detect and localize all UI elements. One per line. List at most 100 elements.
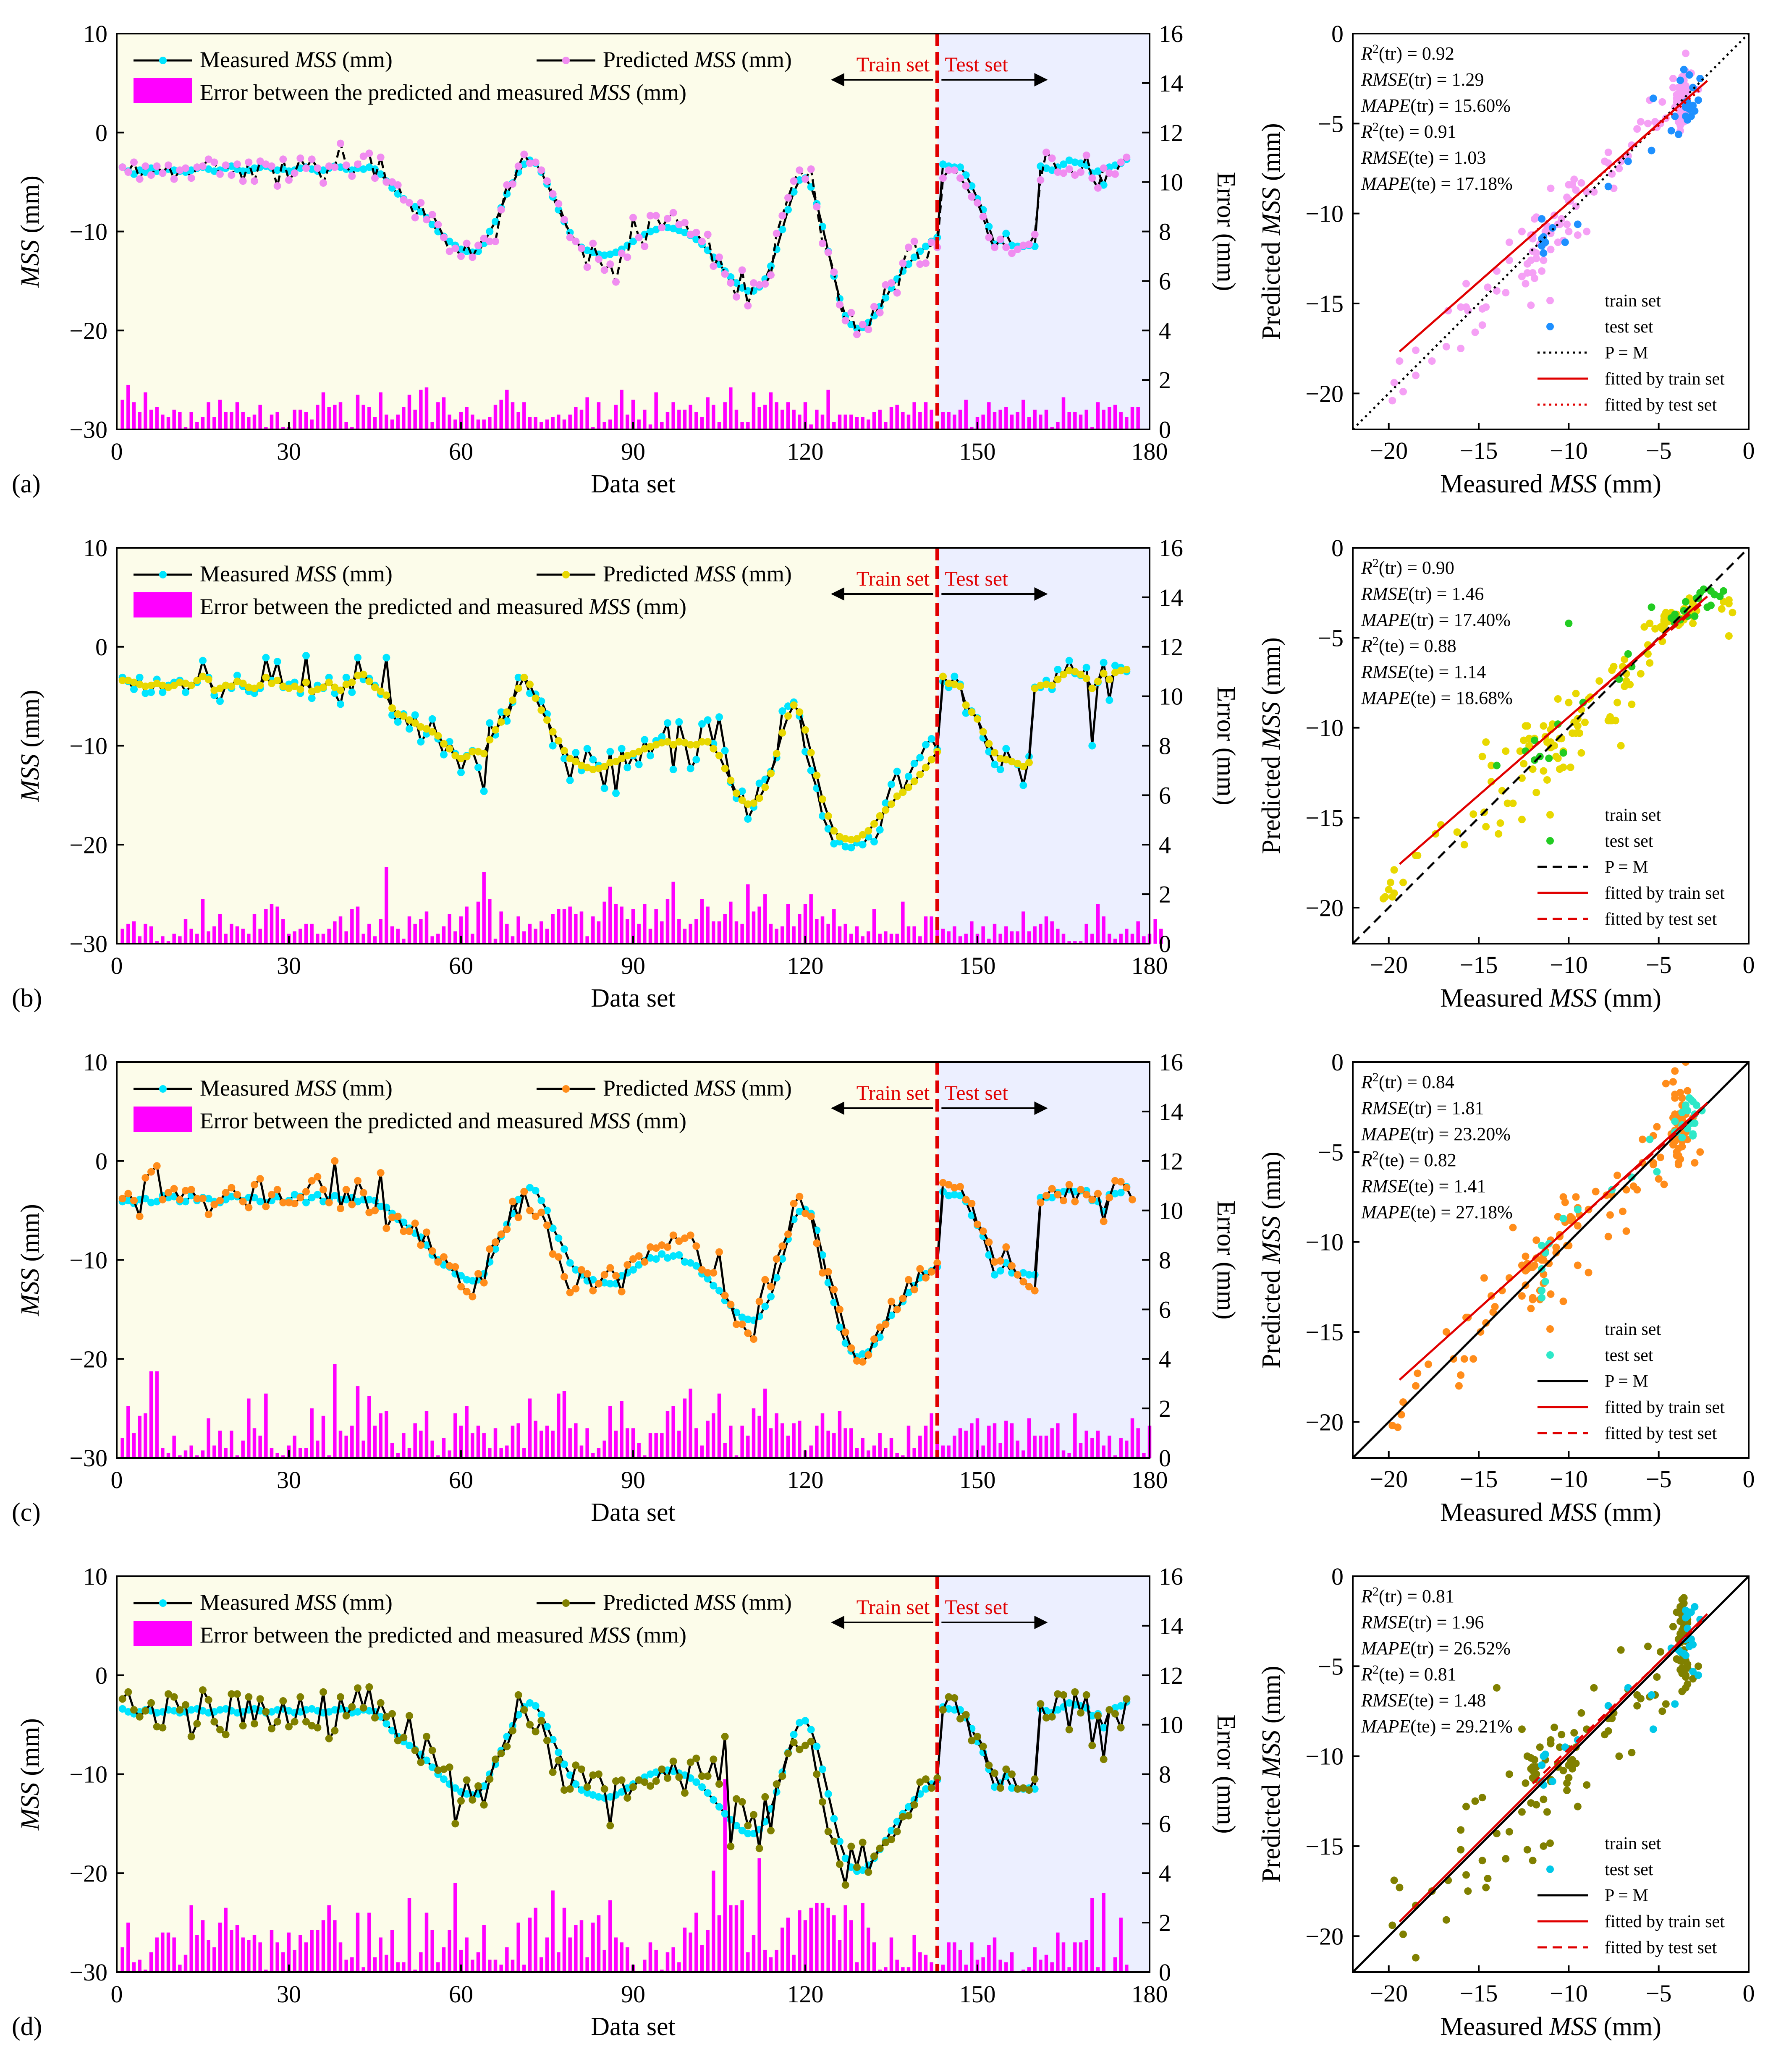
error-bar <box>488 1448 492 1458</box>
error-bar <box>734 921 739 944</box>
test-region <box>937 1062 1150 1458</box>
train-point <box>1457 303 1465 311</box>
train-point <box>1590 1684 1598 1692</box>
train-point <box>1530 1261 1538 1269</box>
x-tick-label: 30 <box>277 1980 301 2008</box>
predicted-point <box>1037 681 1045 689</box>
predicted-point <box>388 704 396 712</box>
predicted-point <box>239 1198 247 1206</box>
error-bar <box>654 909 658 944</box>
measured-point <box>382 1720 390 1728</box>
measured-point <box>824 825 832 833</box>
error-bar <box>1113 405 1117 429</box>
error-bar <box>1061 397 1066 429</box>
measured-point <box>469 1277 477 1285</box>
predicted-point <box>836 1305 843 1313</box>
predicted-point <box>1025 1283 1033 1291</box>
error-bar <box>1056 1423 1060 1458</box>
y2-tick-label: 14 <box>1159 1612 1183 1640</box>
predicted-point <box>320 1688 327 1696</box>
predicted-point <box>1077 168 1084 176</box>
train-point <box>1554 238 1562 246</box>
predicted-point <box>222 161 230 169</box>
test-point <box>1682 1614 1689 1622</box>
test-point <box>1648 603 1655 611</box>
predicted-point <box>767 271 775 279</box>
predicted-point <box>1008 249 1016 257</box>
measured-point <box>647 1770 654 1778</box>
predicted-point <box>1082 1691 1090 1699</box>
error-bar <box>706 397 710 429</box>
error-bar <box>901 412 905 429</box>
measured-point <box>182 688 189 696</box>
predicted-point <box>618 1776 626 1784</box>
x-tick-label: 150 <box>959 1980 996 2008</box>
predicted-point <box>428 728 436 736</box>
error-bar <box>557 1393 561 1458</box>
error-bar <box>1044 916 1048 944</box>
predicted-point <box>377 687 385 695</box>
legend-test-label: test set <box>1605 1860 1653 1879</box>
error-bar <box>299 929 302 944</box>
y-tick-label: −30 <box>69 1444 107 1472</box>
measured-point <box>962 171 970 179</box>
measured-point <box>445 738 453 746</box>
predicted-point <box>589 1771 597 1779</box>
measured-point <box>927 735 935 743</box>
error-bar <box>327 1905 331 1972</box>
error-bar <box>792 409 796 429</box>
train-point <box>1529 765 1537 773</box>
error-bar <box>574 1925 578 1972</box>
test-point <box>1540 249 1548 257</box>
predicted-point <box>537 1209 545 1217</box>
train-point <box>1673 1655 1681 1663</box>
error-bar <box>505 390 509 429</box>
predicted-point <box>916 1265 924 1273</box>
predicted-point <box>733 789 740 797</box>
measured-point <box>1048 1193 1056 1201</box>
error-bar <box>126 924 130 944</box>
y2-tick-label: 6 <box>1159 267 1171 295</box>
error-bar <box>689 1932 692 1972</box>
measured-point <box>532 1187 540 1195</box>
train-point <box>1680 87 1688 95</box>
predicted-point <box>899 1295 907 1303</box>
predicted-point <box>440 1253 448 1261</box>
measured-point <box>457 769 465 777</box>
legend-measured-marker <box>159 57 167 64</box>
error-bar <box>574 407 578 429</box>
predicted-point <box>819 1798 826 1806</box>
predicted-point <box>675 220 683 228</box>
error-bar <box>540 921 543 944</box>
x-tick-label: 60 <box>449 1980 473 2008</box>
train-point <box>1547 1290 1555 1298</box>
train-point <box>1388 1921 1396 1929</box>
error-bar <box>195 1935 199 1972</box>
measured-point <box>170 1707 178 1715</box>
predicted-point <box>647 1782 654 1790</box>
predicted-point <box>623 752 631 760</box>
measured-point <box>841 1339 849 1347</box>
predicted-point <box>715 1780 723 1788</box>
predicted-point <box>285 1198 293 1206</box>
train-point <box>1680 1594 1688 1602</box>
predicted-point <box>698 738 706 746</box>
error-bar <box>953 414 956 429</box>
predicted-point <box>721 1732 729 1740</box>
error-bar <box>729 387 733 429</box>
train-point <box>1478 305 1486 313</box>
predicted-point <box>492 1755 499 1763</box>
x-tick-label: 180 <box>1132 438 1168 465</box>
predicted-point <box>1123 1184 1131 1192</box>
error-bar <box>643 409 647 429</box>
error-bar <box>964 1431 968 1458</box>
predicted-point <box>824 249 832 256</box>
predicted-point <box>686 1231 694 1239</box>
error-bar <box>665 412 670 429</box>
predicted-point <box>1019 241 1027 249</box>
predicted-point <box>141 683 149 691</box>
predicted-point <box>681 1234 689 1242</box>
error-bar <box>264 427 268 429</box>
predicted-point <box>669 1757 677 1765</box>
measured-point <box>474 764 482 772</box>
